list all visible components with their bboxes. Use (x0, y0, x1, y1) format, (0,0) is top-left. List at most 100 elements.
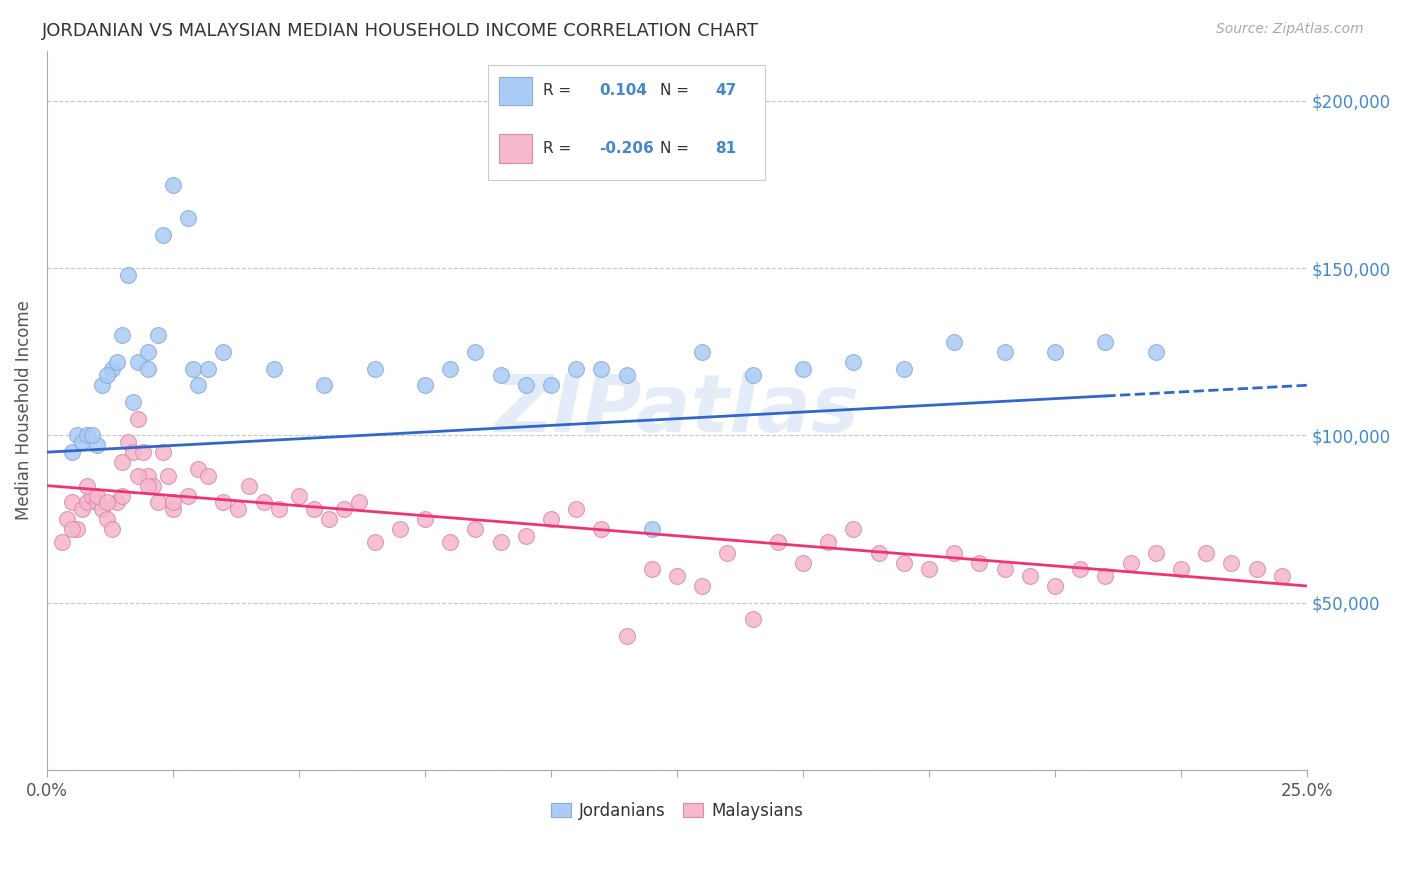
Point (1069, 562, 1091, 576)
Point (127, 411, 149, 425)
Point (136, 344, 159, 359)
Point (1170, 562, 1192, 576)
Point (263, 361, 285, 376)
Point (842, 522, 865, 536)
Point (96, 512, 118, 526)
Point (96, 495, 118, 509)
Point (464, 522, 486, 536)
Point (76, 428, 98, 442)
Point (197, 468, 219, 483)
Point (107, 495, 129, 509)
Point (121, 395, 143, 409)
Point (82, 489, 104, 503)
Point (893, 556, 915, 570)
Point (540, 378, 562, 392)
Point (969, 556, 991, 570)
Point (197, 361, 219, 376)
Point (91, 502, 114, 516)
Point (641, 562, 664, 576)
Point (238, 478, 260, 492)
Point (565, 361, 588, 376)
Point (66, 522, 89, 536)
Point (1043, 344, 1066, 359)
Point (363, 361, 385, 376)
Point (152, 227, 174, 242)
Point (101, 361, 124, 376)
Point (439, 535, 461, 549)
Point (1144, 344, 1167, 359)
Point (60, 445, 83, 459)
Point (107, 355, 129, 369)
Point (918, 562, 941, 576)
Point (817, 535, 839, 549)
Point (893, 361, 915, 376)
Point (489, 368, 512, 383)
Point (152, 445, 174, 459)
Point (86, 489, 108, 503)
Point (993, 344, 1015, 359)
Point (142, 478, 165, 492)
Point (1246, 562, 1268, 576)
Point (121, 445, 143, 459)
Point (66, 428, 89, 442)
Point (314, 378, 336, 392)
Point (302, 502, 325, 516)
Point (439, 361, 461, 376)
Point (792, 556, 814, 570)
Point (993, 562, 1015, 576)
Point (690, 579, 713, 593)
Point (177, 211, 200, 225)
Point (111, 328, 134, 343)
Point (146, 328, 169, 343)
Point (363, 535, 385, 549)
Point (741, 612, 763, 626)
Point (464, 344, 486, 359)
Point (1119, 556, 1142, 570)
Point (76, 478, 98, 492)
Point (540, 512, 562, 526)
Point (1271, 569, 1294, 583)
Point (1220, 556, 1243, 570)
Point (131, 445, 153, 459)
Point (136, 468, 159, 483)
Point (288, 489, 311, 503)
Point (388, 522, 411, 536)
Point (177, 489, 200, 503)
Point (111, 455, 134, 469)
Point (212, 344, 235, 359)
Point (70, 502, 93, 516)
Point (117, 268, 139, 282)
Point (82, 428, 104, 442)
Point (91, 378, 114, 392)
Point (515, 378, 537, 392)
Point (413, 378, 436, 392)
Point (842, 355, 865, 369)
Point (565, 502, 588, 516)
Point (212, 495, 235, 509)
Point (1043, 579, 1066, 593)
Point (515, 529, 537, 543)
Point (117, 435, 139, 450)
Point (716, 545, 738, 559)
Point (162, 178, 184, 192)
Point (591, 361, 613, 376)
Point (76, 495, 98, 509)
Point (162, 502, 184, 516)
Point (943, 545, 966, 559)
Point (146, 495, 169, 509)
Point (1094, 569, 1116, 583)
Point (616, 629, 638, 643)
Point (253, 495, 276, 509)
Point (1144, 545, 1167, 559)
Point (741, 368, 763, 383)
Point (86, 438, 108, 452)
Point (162, 495, 184, 509)
Text: ZIPatlas: ZIPatlas (495, 371, 859, 450)
Point (641, 522, 664, 536)
Point (792, 361, 814, 376)
Point (156, 468, 179, 483)
Point (96, 368, 118, 383)
Point (127, 355, 149, 369)
Point (349, 495, 371, 509)
Point (489, 535, 512, 549)
